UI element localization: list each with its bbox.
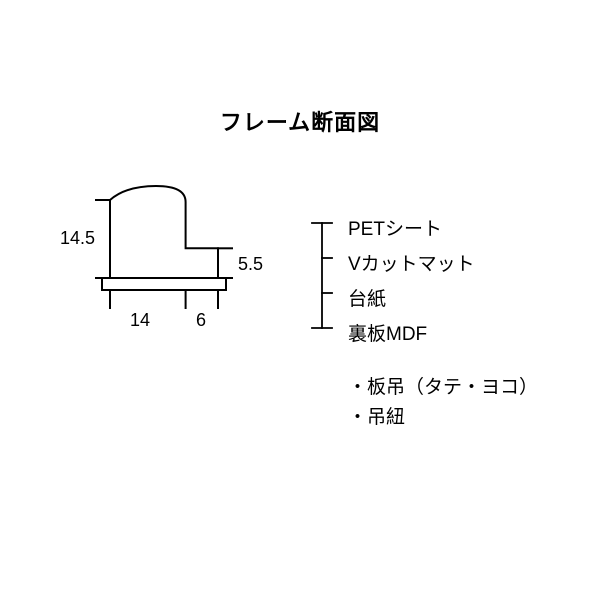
layer-bracket <box>310 213 350 363</box>
diagram-title: フレーム断面図 <box>0 105 600 137</box>
layer-item-0: PETシート <box>348 214 442 241</box>
dim-width: 14 <box>130 310 150 331</box>
dim-height: 14.5 <box>60 228 95 249</box>
note-1: ・吊紐 <box>348 402 405 429</box>
diagram-canvas: フレーム断面図 14.5 5.5 14 6 <box>0 0 600 600</box>
note-0: ・板吊（タテ・ヨコ） <box>348 372 538 399</box>
frame-profile <box>60 180 250 330</box>
layer-item-1: Vカットマット <box>348 249 475 276</box>
layer-item-2: 台紙 <box>348 284 386 311</box>
dim-rabbet-width: 6 <box>196 310 206 331</box>
layer-item-3: 裏板MDF <box>348 319 427 346</box>
dim-rabbet-height: 5.5 <box>238 254 263 275</box>
